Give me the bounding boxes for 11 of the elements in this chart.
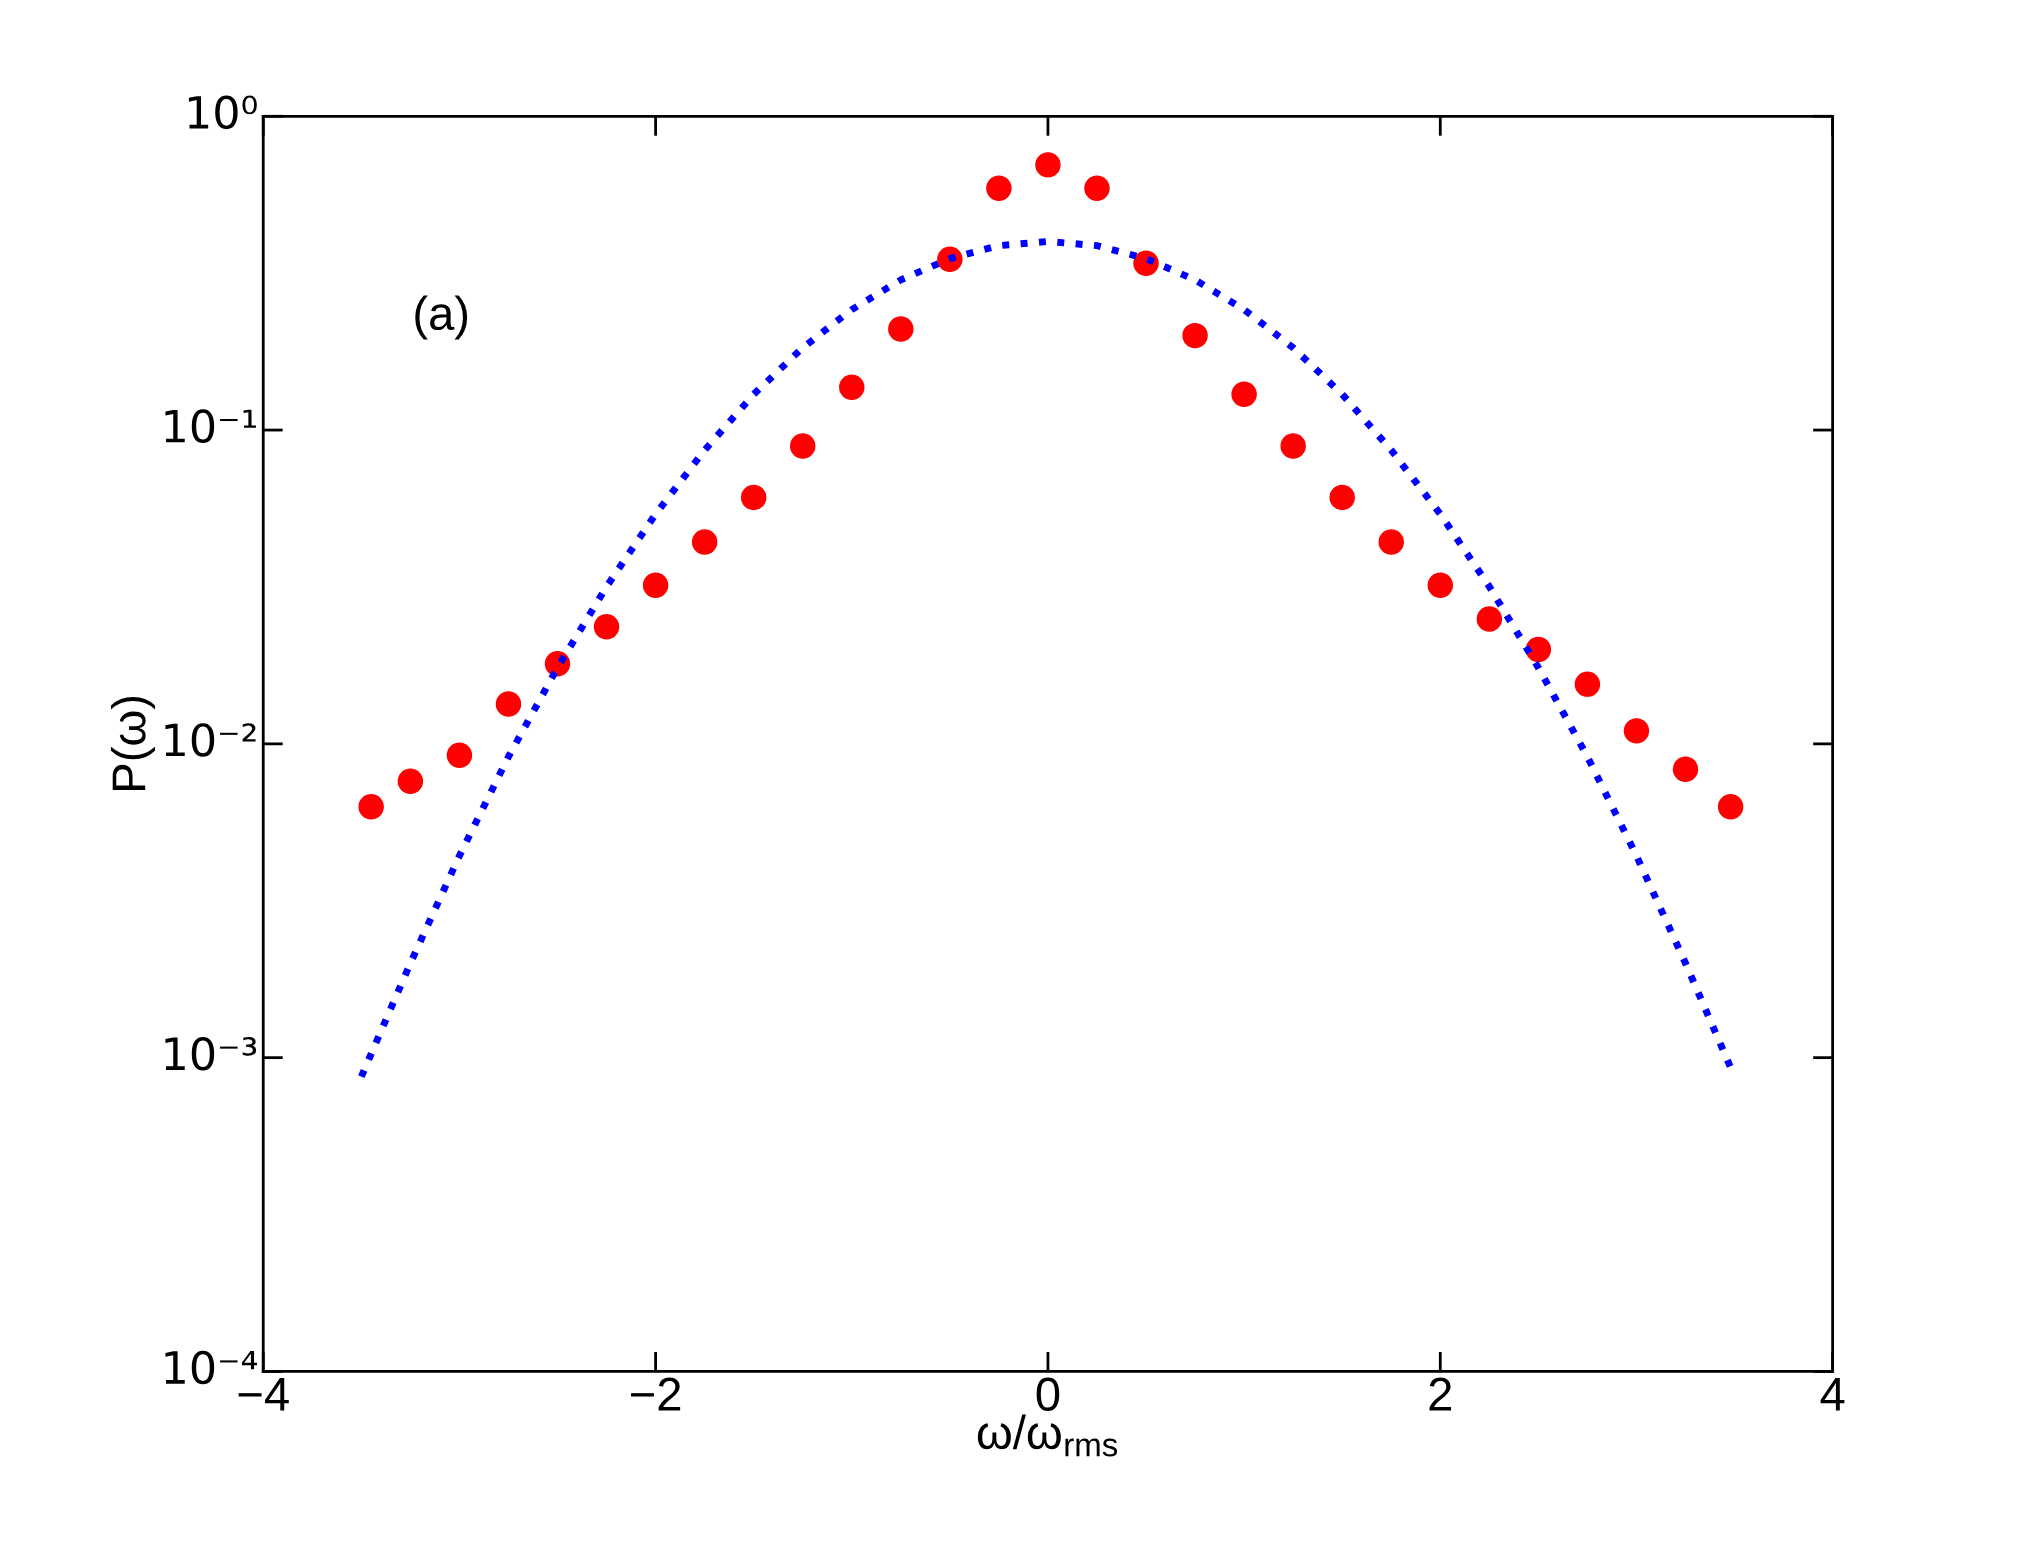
x-tick-label: 2 (1429, 1377, 1452, 1411)
x-axis-title: ω/ω$_{rms}$ (977, 1414, 1118, 1457)
y-tick-label: 10⁻³ (165, 1036, 257, 1071)
x-tick-label: 0 (1036, 1377, 1060, 1411)
x-tick-label: 4 (1820, 1378, 1845, 1411)
annotation: (a) (415, 295, 468, 340)
y-tick-label: 10⁰ (188, 95, 257, 130)
y-tick-label: 10⁻² (165, 723, 256, 757)
y-axis-title: P(ω) (110, 696, 155, 790)
y-tick-label: 10⁻¹ (165, 409, 256, 443)
x-tick-label: −2 (631, 1377, 681, 1411)
